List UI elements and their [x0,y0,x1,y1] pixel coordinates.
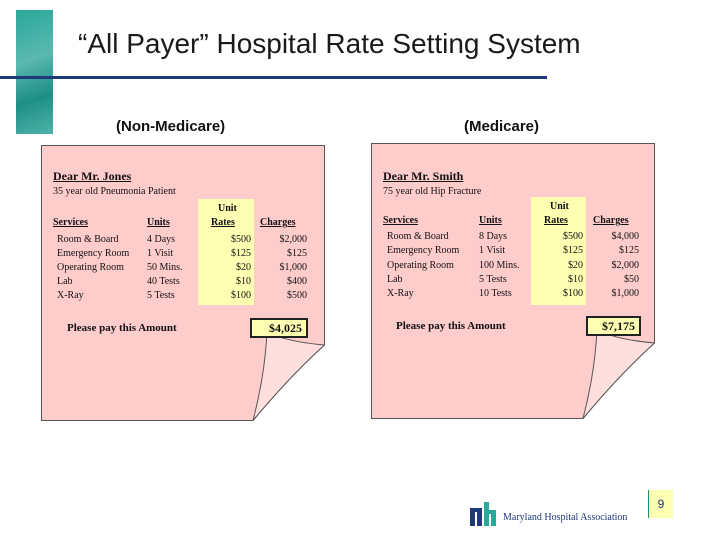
left-bill-heading: (Non-Medicare) [116,118,226,135]
bill-patient: 75 year old Hip Fracture [383,186,482,197]
header-charges: Charges [260,217,296,228]
row-service: Operating Room [57,262,124,273]
total-amount: $7,175 [586,316,641,336]
row-rate: $10 [236,276,251,287]
row-units: 50 Mins. [147,262,183,273]
header-units: Units [147,217,170,228]
row-charge: $4,000 [611,231,640,242]
row-units: 8 Days [479,231,508,242]
row-charge: $50 [624,274,639,285]
row-rate: $125 [563,245,583,256]
bill-dear: Dear Mr. Smith [383,169,464,183]
mha-logo: Maryland Hospital Association [470,500,627,526]
header-services: Services [383,215,418,226]
row-rate: $100 [563,288,583,299]
left-bill: Dear Mr. Jones 35 year old Pneumonia Pat… [41,145,325,421]
header-rates: Rates [544,215,568,226]
row-service: Operating Room [387,260,454,271]
row-service: Lab [57,276,73,287]
row-units: 10 Tests [479,288,512,299]
row-charge: $1,000 [611,288,640,299]
row-service: Room & Board [387,231,449,242]
header-services: Services [53,217,88,228]
row-charge: $125 [287,248,307,259]
bill-dear: Dear Mr. Jones [53,169,132,183]
slide-title: “All Payer” Hospital Rate Setting System [78,28,581,59]
row-charge: $2,000 [279,234,308,245]
row-charge: $2,000 [611,260,640,271]
row-units: 40 Tests [147,276,180,287]
row-rate: $20 [236,262,251,273]
row-rate: $125 [231,248,251,259]
row-units: 1 Visit [479,245,506,256]
right-bill-sheet: Dear Mr. Smith 75 year old Hip Fracture … [371,143,655,419]
row-charge: $500 [287,290,307,301]
rates-highlight [198,199,254,305]
left-bill-sheet: Dear Mr. Jones 35 year old Pneumonia Pat… [41,145,325,421]
row-service: X-Ray [387,288,414,299]
row-service: X-Ray [57,290,84,301]
pay-label: Please pay this Amount [67,322,177,334]
row-rate: $10 [568,274,583,285]
pay-label: Please pay this Amount [396,320,506,332]
row-service: Room & Board [57,234,119,245]
bill-patient: 35 year old Pneumonia Patient [53,186,176,197]
mha-logo-icon [470,502,496,526]
row-units: 5 Tests [479,274,507,285]
page-number: 9 [648,490,673,518]
row-service: Lab [387,274,403,285]
row-rate: $20 [568,260,583,271]
header-units: Units [479,215,502,226]
title-underline [0,76,547,79]
header-rates: Rates [211,217,235,228]
row-units: 1 Visit [147,248,174,259]
header-unit: Unit [218,203,237,214]
header-unit: Unit [550,201,569,212]
row-charge: $1,000 [279,262,308,273]
row-charge: $125 [619,245,639,256]
right-bill: Dear Mr. Smith 75 year old Hip Fracture … [371,143,655,419]
row-service: Emergency Room [387,245,460,256]
row-units: 5 Tests [147,290,175,301]
row-rate: $100 [231,290,251,301]
logo-text: Maryland Hospital Association [503,512,628,523]
rates-highlight [531,197,586,305]
row-charge: $400 [287,276,307,287]
row-units: 100 Mins. [479,260,520,271]
total-amount: $4,025 [250,318,308,338]
row-rate: $500 [563,231,583,242]
header-charges: Charges [593,215,629,226]
row-service: Emergency Room [57,248,130,259]
right-bill-heading: (Medicare) [464,118,540,135]
row-units: 4 Days [147,234,176,245]
accent-stripe [16,10,53,134]
row-rate: $500 [231,234,251,245]
